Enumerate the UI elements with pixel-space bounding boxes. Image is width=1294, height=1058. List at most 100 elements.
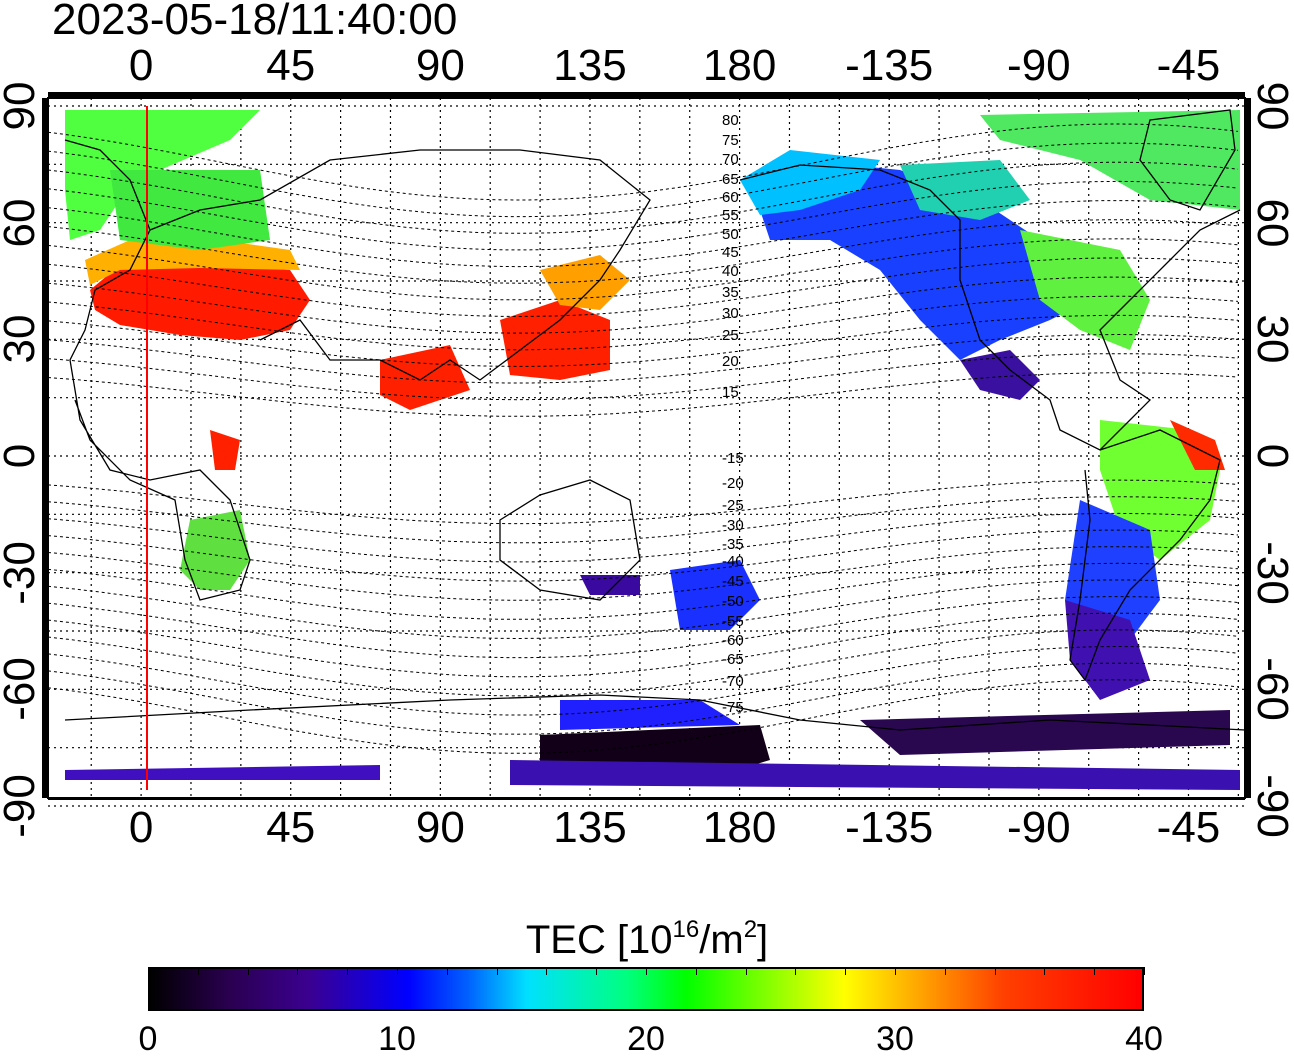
colorbar-minor-tick [247, 967, 249, 975]
colorbar-minor-tick [546, 967, 548, 975]
lat-tick-right: -90 [1248, 774, 1294, 838]
contour-line [47, 314, 1239, 367]
contour-line [47, 142, 1239, 218]
contour-label: -30 [722, 517, 744, 534]
contour-label: -60 [722, 632, 744, 649]
contour-label: -55 [722, 613, 744, 630]
colorbar-minor-tick [1094, 967, 1096, 975]
colorbar-minor-tick [994, 967, 996, 975]
lon-tick-bottom: 135 [553, 803, 627, 852]
tec-europe-red [90, 262, 310, 340]
colorbar-tick-label: 10 [378, 1020, 416, 1058]
colorbar-minor-tick [397, 967, 398, 975]
coast-south-america [1069, 429, 1221, 682]
colorbar-tick-label: 30 [876, 1020, 914, 1058]
contour-line [47, 353, 1239, 401]
contour-line [47, 579, 1239, 640]
lon-tick-bottom: -90 [1007, 803, 1071, 852]
lon-tick-bottom: 90 [415, 803, 465, 852]
contour-line [47, 372, 1239, 417]
contour-line [47, 662, 1239, 735]
contour-line [47, 276, 1239, 334]
colorbar-minor-tick [1144, 967, 1145, 975]
contour-label: 50 [722, 226, 739, 243]
lon-tick-bottom: -45 [1156, 803, 1221, 852]
lat-tick-right: -30 [1248, 540, 1294, 605]
map-border-right [1245, 98, 1251, 798]
lat-tick-right: 90 [1248, 81, 1294, 131]
contour-line [47, 333, 1239, 384]
contour-line [47, 257, 1239, 318]
contour-line [47, 546, 1239, 601]
lat-tick-right: -60 [1248, 657, 1294, 722]
contour-label: 30 [722, 305, 739, 322]
contour-label: 70 [722, 151, 739, 168]
colorbar-minor-tick [446, 967, 448, 975]
tec-africa-red [210, 430, 240, 470]
tec-usa-green [1020, 230, 1150, 350]
lat-tick-left: 0 [0, 444, 44, 468]
colorbar-minor-tick [695, 967, 697, 975]
colorbar-tick-label: 0 [138, 1020, 158, 1058]
tec-europe-green [65, 110, 260, 240]
contour-line [47, 496, 1239, 544]
lon-tick-top: -45 [1156, 41, 1221, 90]
tec-nz-blue [670, 560, 760, 630]
contour-line [47, 645, 1239, 716]
contour-line [47, 679, 1239, 754]
colorbar-tick-label: 20 [627, 1020, 665, 1058]
tec-japan-orange [540, 255, 630, 310]
contour-label: 20 [722, 353, 739, 370]
coast-north-america [739, 164, 1241, 451]
tec-mexico-purple [960, 350, 1040, 400]
map-border-left [42, 98, 48, 798]
contour-label: -40 [722, 553, 744, 570]
tec-australia-purple [580, 575, 640, 595]
lon-tick-top: 0 [128, 41, 154, 90]
colorbar-minor-tick [845, 967, 847, 975]
contour-line [47, 123, 1239, 201]
contour-label: 45 [722, 244, 739, 261]
colorbar-minor-tick [197, 967, 199, 975]
lat-tick-left: 60 [0, 198, 44, 248]
tec-antarctica-blue [560, 700, 740, 730]
map-border-bottom [48, 798, 1245, 800]
contour-label: 80 [722, 112, 739, 129]
colorbar-minor-tick [895, 967, 896, 975]
tec-brazil-red [1170, 420, 1225, 470]
contour-line [47, 180, 1239, 251]
contour-line [47, 200, 1239, 268]
contour-label: -65 [722, 651, 744, 668]
contour-label: 65 [722, 171, 739, 188]
lat-tick-right: 60 [1248, 198, 1294, 248]
tec-eastasia-red [500, 300, 610, 380]
magnetic-latitude-contours [47, 123, 1239, 754]
contour-line [47, 629, 1239, 697]
colorbar-title: TEC [1016/m2] [525, 916, 769, 962]
lon-tick-bottom: -135 [845, 803, 934, 852]
contour-label: -70 [722, 673, 744, 690]
contour-line [47, 295, 1239, 351]
coast-asia [149, 149, 651, 381]
contour-line [47, 562, 1239, 620]
contour-line [47, 161, 1239, 234]
tec-canada-teal [900, 160, 1030, 220]
lat-tick-left: -30 [0, 540, 44, 605]
lat-tick-left: -90 [0, 774, 44, 838]
lat-tick-left: 90 [0, 81, 44, 131]
colorbar-minor-tick [596, 967, 598, 975]
tec-antarctic-peninsula [860, 710, 1230, 755]
contour-line [47, 612, 1239, 678]
contour-label: 60 [722, 189, 739, 206]
contour-line [47, 512, 1239, 563]
contour-label: -20 [722, 475, 744, 492]
lon-tick-bottom: 45 [266, 803, 316, 852]
colorbar-minor-tick [944, 967, 946, 975]
lat-tick-right: 0 [1248, 443, 1294, 469]
coast-greenland [1139, 109, 1236, 211]
tec-greenland-green [980, 110, 1240, 210]
colorbar-minor-tick [795, 967, 797, 975]
map-border-top [48, 92, 1245, 98]
